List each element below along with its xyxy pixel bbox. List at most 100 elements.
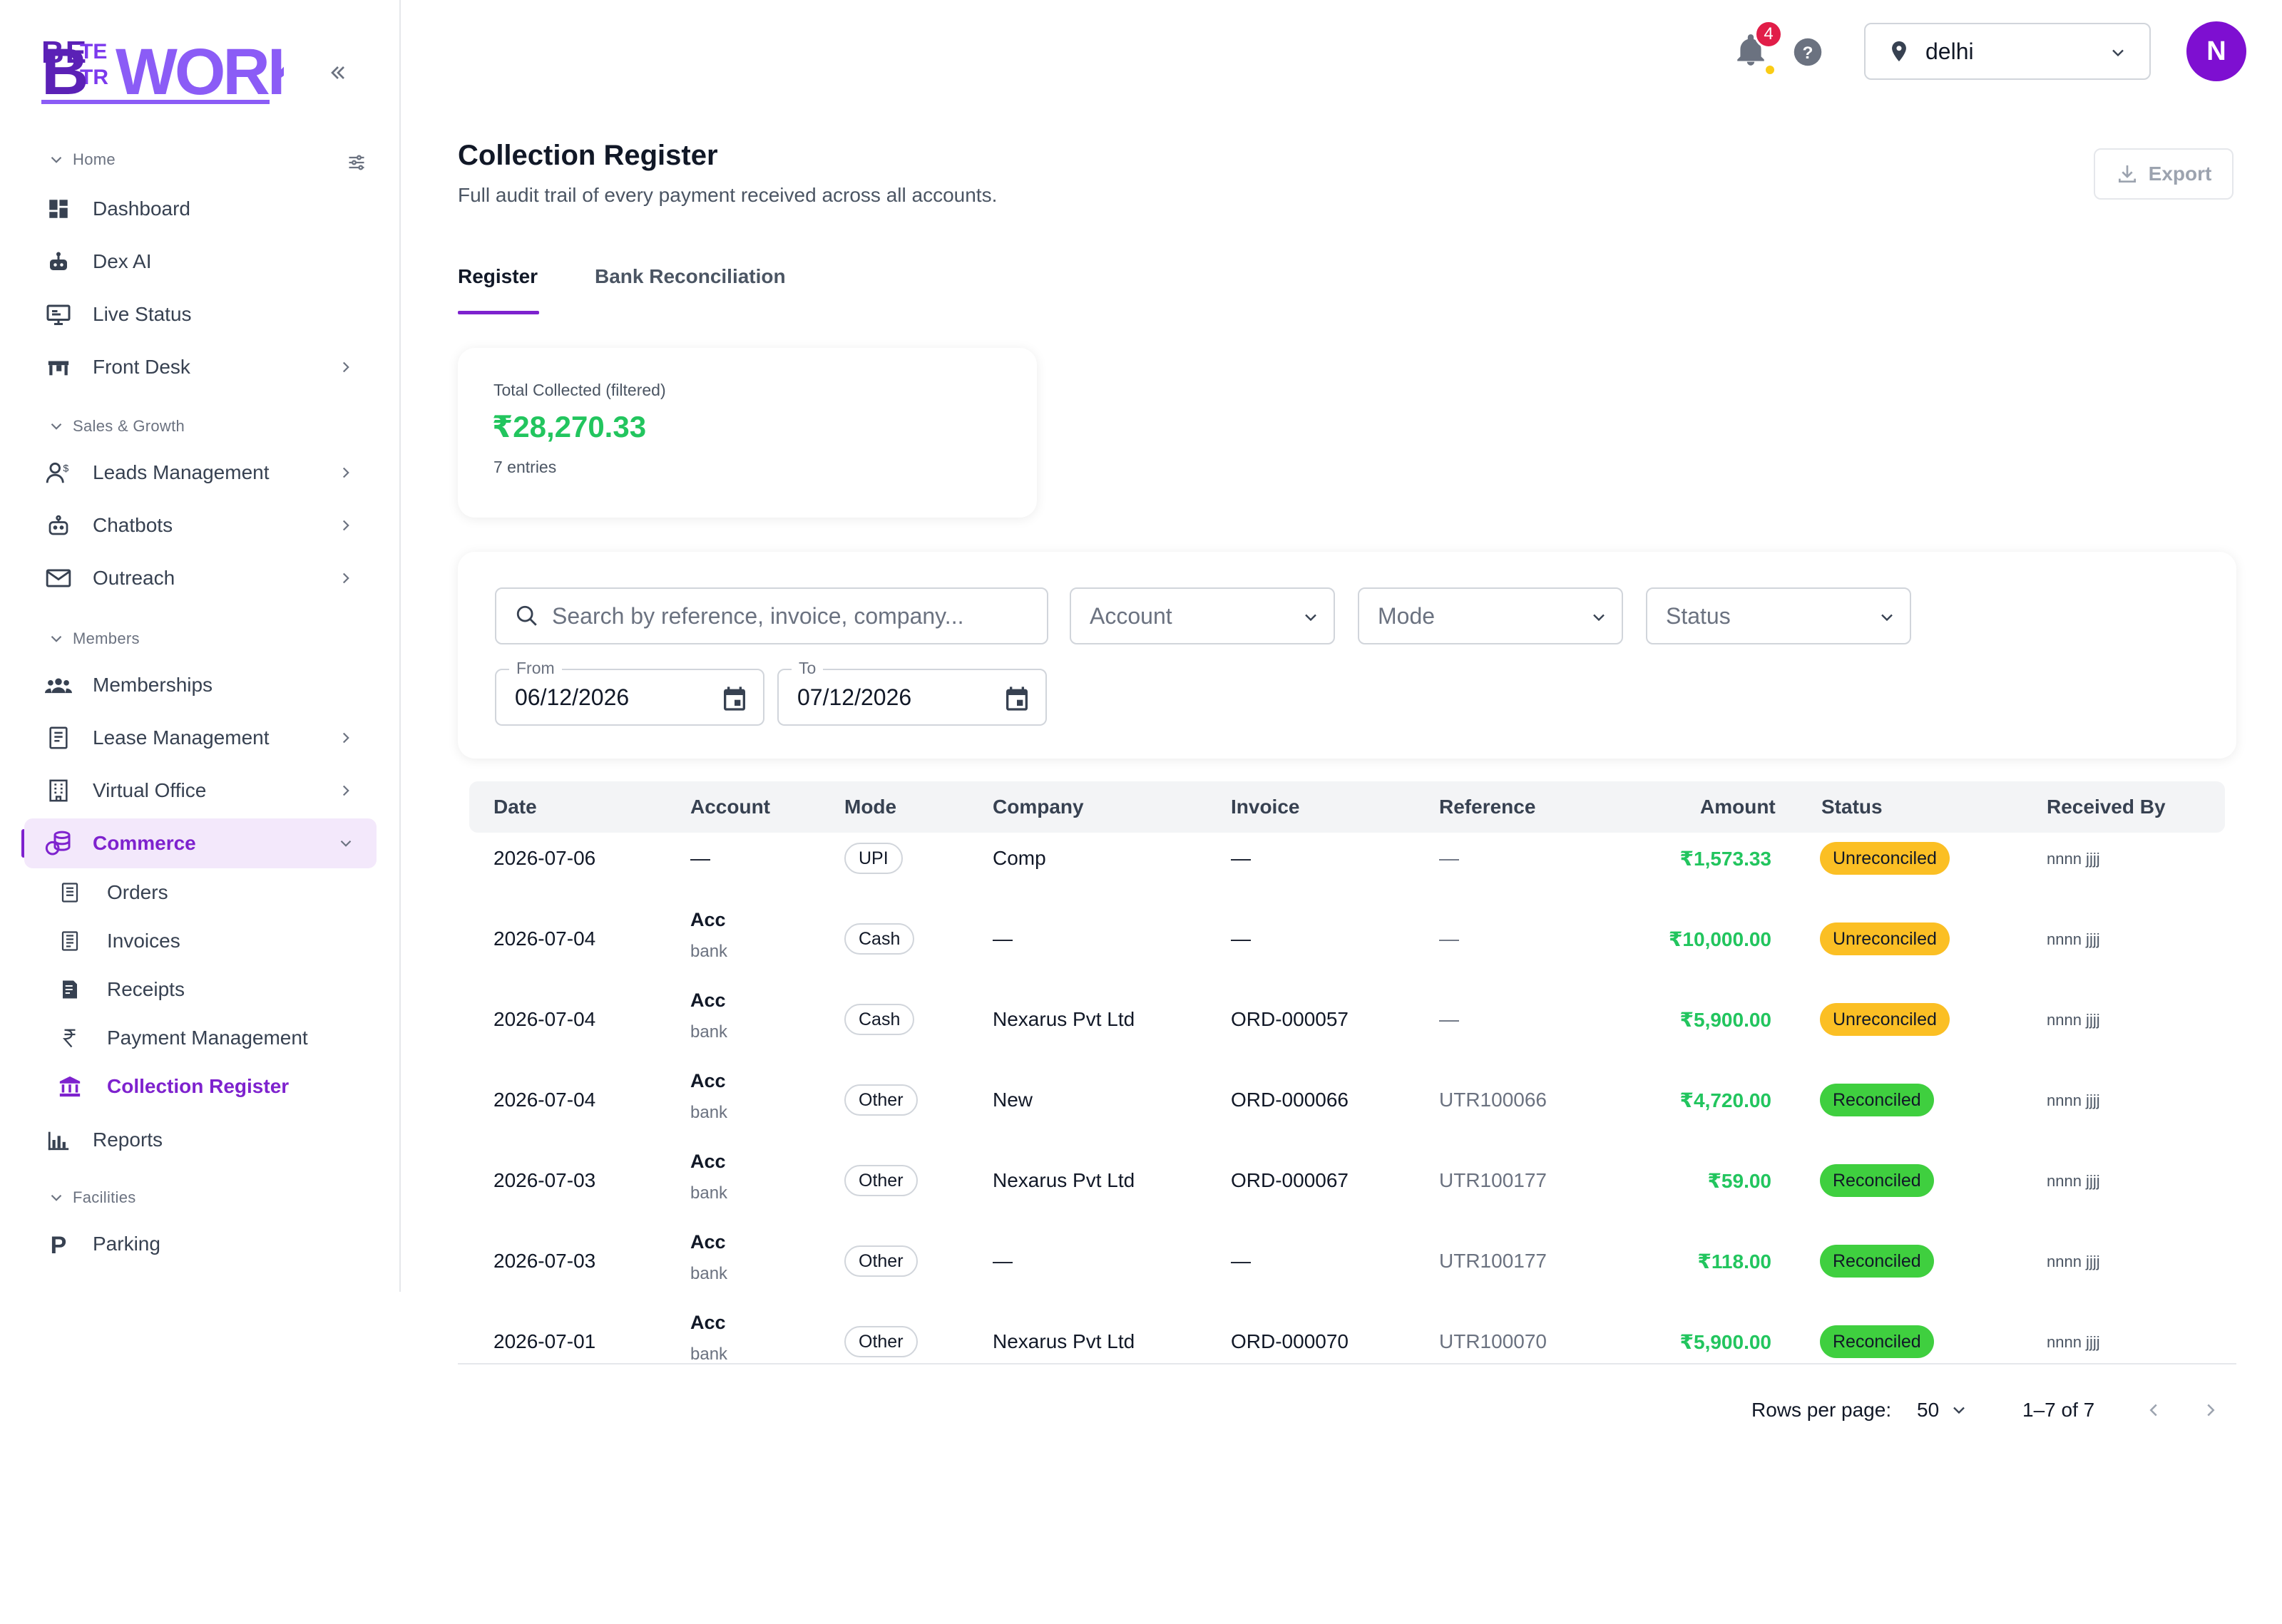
tab-register[interactable]: Register (458, 265, 538, 287)
col-account[interactable]: Account (690, 796, 770, 818)
sidebar-item-leads[interactable]: $ Leads Management (24, 448, 377, 498)
search-placeholder: Search by reference, invoice, company... (552, 602, 964, 629)
svg-text:TE: TE (80, 40, 107, 63)
cell-reference: — (1439, 927, 1459, 950)
sidebar-subitem-receipts[interactable]: Receipts (57, 968, 385, 1011)
section-members[interactable]: Members (47, 625, 140, 653)
cell-received-by: nnnn jjjj (2047, 1172, 2100, 1190)
cell-amount: ₹1,573.33 (1679, 848, 1771, 870)
sidebar-subitem-collection-register[interactable]: Collection Register (57, 1065, 385, 1108)
svg-text:BE: BE (41, 35, 88, 70)
col-date[interactable]: Date (493, 796, 537, 818)
mode-chip: Other (844, 1084, 918, 1116)
location-select[interactable]: delhi (1864, 23, 2151, 80)
dashboard-icon (44, 195, 73, 223)
col-company[interactable]: Company (993, 796, 1084, 818)
cell-amount: ₹59.00 (1707, 1170, 1771, 1192)
sidebar-item-dashboard[interactable]: Dashboard (24, 184, 377, 234)
mode-filter[interactable]: Mode (1358, 587, 1623, 644)
cell-received-by: nnnn jjjj (2047, 1011, 2100, 1029)
cell-invoice: — (1231, 847, 1251, 869)
export-button[interactable]: Export (2094, 148, 2234, 200)
collapse-sidebar-button[interactable] (322, 57, 354, 88)
chevron-down-icon (340, 840, 352, 847)
active-indicator (21, 829, 26, 858)
rows-per-page-label: Rows per page: (1751, 1399, 1892, 1421)
sidebar-subitem-payment[interactable]: Payment Management (57, 1017, 385, 1059)
sidebar-subitem-label: Invoices (107, 930, 180, 952)
rows-per-page-select[interactable]: 50 (1917, 1399, 1969, 1422)
monitor-icon (44, 300, 73, 329)
cell-account-sub: bank (690, 1264, 728, 1283)
section-home[interactable]: Home (47, 145, 116, 174)
summary-card: Total Collected (filtered) ₹28,270.33 7 … (458, 348, 1037, 518)
sidebar-subitem-invoices[interactable]: Invoices (57, 920, 385, 962)
sidebar-item-front-desk[interactable]: Front Desk (24, 342, 377, 392)
cell-date: 2026-07-04 (493, 1008, 596, 1030)
next-page-button[interactable] (2196, 1396, 2225, 1424)
chevron-down-icon (1953, 1407, 1965, 1414)
summary-entries: 7 entries (493, 458, 557, 476)
col-mode[interactable]: Mode (844, 796, 897, 818)
from-date-field[interactable]: From 06/12/2026 (495, 659, 764, 726)
prev-page-button[interactable] (2139, 1396, 2168, 1424)
sidebar-item-chatbots[interactable]: Chatbots (24, 500, 377, 550)
section-sales-growth[interactable]: Sales & Growth (47, 412, 185, 441)
col-status[interactable]: Status (1821, 796, 1883, 818)
status-filter[interactable]: Status (1646, 587, 1911, 644)
status-badge: Unreconciled (1820, 1003, 1950, 1036)
cell-company: New (993, 1089, 1033, 1111)
chevron-right-icon (342, 520, 349, 531)
search-input[interactable]: Search by reference, invoice, company... (495, 587, 1048, 644)
cell-invoice: ORD-000066 (1231, 1089, 1349, 1111)
sidebar-item-outreach[interactable]: Outreach (24, 553, 377, 603)
sidebar-subitem-label: Collection Register (107, 1075, 290, 1097)
calendar-icon[interactable] (720, 684, 749, 713)
sidebar-subitem-orders[interactable]: Orders (57, 871, 385, 914)
section-label: Sales & Growth (73, 417, 185, 435)
account-filter[interactable]: Account (1070, 587, 1335, 644)
sidebar-item-dex-ai[interactable]: Dex AI (24, 237, 377, 287)
sidebar-item-commerce[interactable]: Commerce (24, 818, 377, 868)
sidebar-item-virtual-office[interactable]: Virtual Office (24, 766, 377, 816)
to-date-field[interactable]: To 07/12/2026 (777, 659, 1047, 726)
svg-text:P: P (51, 1232, 67, 1256)
account-filter-label: Account (1090, 602, 1172, 629)
chevron-right-icon (342, 732, 349, 744)
col-amount[interactable]: Amount (1700, 796, 1776, 818)
cell-reference: — (1439, 847, 1459, 869)
sidebar-item-memberships[interactable]: Memberships (24, 660, 377, 710)
col-reference[interactable]: Reference (1439, 796, 1536, 818)
chevron-left-icon (2149, 1404, 2157, 1417)
rupee-icon (57, 1025, 83, 1051)
status-dot (1766, 66, 1774, 74)
cell-account: Acc (690, 909, 726, 930)
download-icon (2118, 165, 2136, 183)
sidebar-item-lease[interactable]: Lease Management (24, 713, 377, 763)
svg-text:WORK: WORK (116, 36, 284, 108)
cell-account: Acc (690, 1312, 726, 1333)
group-icon (44, 671, 73, 699)
sidebar-item-label: Front Desk (93, 356, 190, 378)
document-icon (44, 724, 73, 752)
col-received-by[interactable]: Received By (2047, 796, 2166, 818)
sidebar-item-reports[interactable]: Reports (24, 1115, 377, 1165)
col-invoice[interactable]: Invoice (1231, 796, 1300, 818)
cell-account-sub: bank (690, 1022, 728, 1042)
tune-icon[interactable] (347, 153, 367, 173)
avatar[interactable]: N (2186, 21, 2246, 81)
help-icon[interactable]: ? (1793, 37, 1823, 67)
chevron-right-icon (342, 467, 349, 478)
cell-received-by: nnnn jjjj (2047, 1091, 2100, 1109)
mode-chip: UPI (844, 843, 903, 874)
front-desk-icon (44, 353, 73, 381)
betterwork-logo[interactable]: BE TE TR WORK B . (41, 31, 284, 110)
table-row[interactable] (458, 834, 2236, 915)
tab-bank-reconciliation[interactable]: Bank Reconciliation (595, 265, 786, 287)
svg-text:B: B (41, 36, 87, 108)
calendar-icon[interactable] (1003, 684, 1031, 713)
section-facilities[interactable]: Facilities (47, 1183, 136, 1212)
sidebar-item-parking[interactable]: P Parking (24, 1219, 377, 1269)
sidebar-item-live-status[interactable]: Live Status (24, 289, 377, 339)
cell-account-sub: bank (690, 1103, 728, 1122)
